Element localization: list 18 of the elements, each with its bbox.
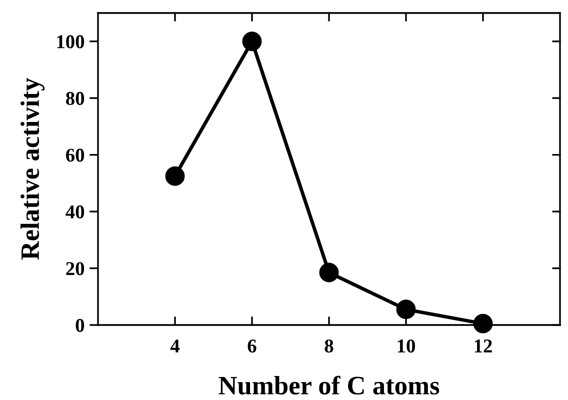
x-tick-label: 6 xyxy=(248,340,256,353)
point xyxy=(165,166,185,186)
y-tick-label: 100 xyxy=(57,35,84,48)
x-tick-label: 4 xyxy=(170,340,180,352)
y-tick-label: 40 xyxy=(66,205,84,218)
y-tick-label: 20 xyxy=(66,262,84,276)
y-tick-label: 0 xyxy=(76,318,84,332)
x-axis-title: Number of C atoms xyxy=(218,376,440,395)
point xyxy=(473,314,493,334)
y-tick-label: 80 xyxy=(66,92,84,106)
point xyxy=(396,300,416,320)
point xyxy=(319,262,339,282)
x-tick-label: 10 xyxy=(398,339,415,353)
point xyxy=(242,32,262,52)
y-tick-label: 60 xyxy=(66,148,84,162)
x-tick-label: 12 xyxy=(474,340,492,352)
x-tick-label: 8 xyxy=(324,339,334,353)
y-axis-title: Relative activity xyxy=(20,78,45,260)
